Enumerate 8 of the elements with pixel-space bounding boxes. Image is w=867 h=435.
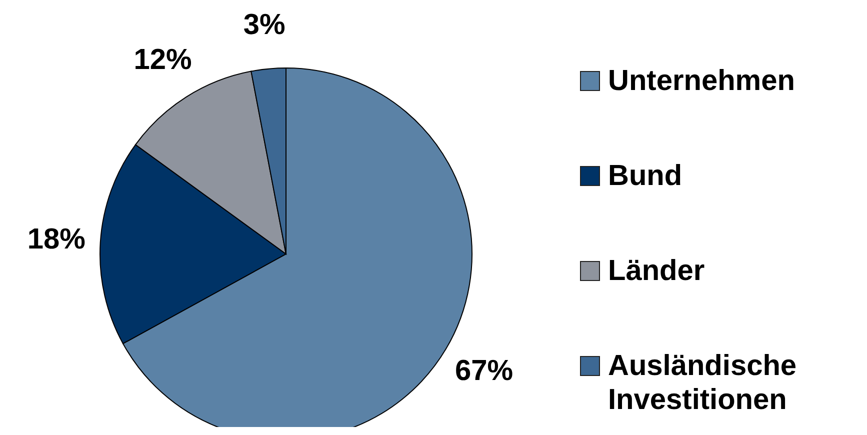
data-label: 12%	[134, 44, 192, 76]
data-label: 67%	[454, 355, 514, 388]
legend-label: Ausländische Investitionen	[608, 349, 798, 417]
legend-label: Bund	[608, 159, 682, 193]
legend-label: Unternehmen	[608, 64, 795, 98]
data-label: 18%	[27, 224, 86, 256]
legend-label: Länder	[608, 254, 705, 288]
data-label: 3%	[243, 9, 286, 42]
